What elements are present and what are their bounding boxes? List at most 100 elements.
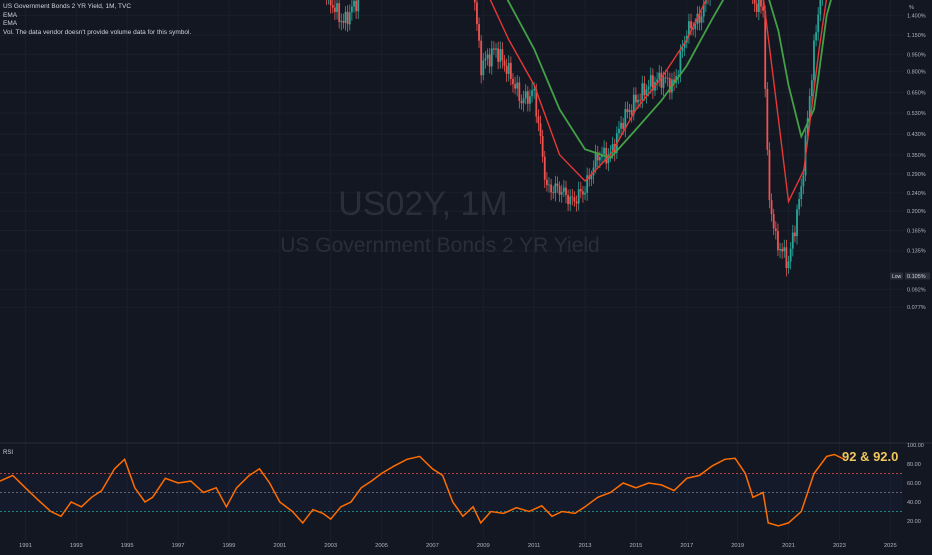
candle-body-360 xyxy=(760,0,762,7)
candle-body-382 xyxy=(806,118,809,136)
price-tick-24: 0.077% xyxy=(907,305,926,311)
candle-body-229 xyxy=(482,60,485,76)
price-tick-19: 0.240% xyxy=(907,191,926,197)
watermark-symbol: US02Y, 1M xyxy=(338,185,507,223)
candle-body-284 xyxy=(598,157,601,161)
candle-body-230 xyxy=(484,58,487,61)
candle-body-305 xyxy=(643,83,646,96)
time-tick-1991: 1991 xyxy=(19,543,32,549)
candle-body-329 xyxy=(694,24,697,30)
candle-body-240 xyxy=(505,65,508,74)
candle-body-263 xyxy=(554,183,557,194)
candle-body-276 xyxy=(582,191,584,195)
legend-volume-note[interactable]: Vol. The data vendor doesn't provide vol… xyxy=(3,28,192,36)
candle-body-241 xyxy=(507,62,510,74)
candle-body-233 xyxy=(490,48,493,67)
time-tick-2013: 2013 xyxy=(579,543,592,549)
candle-body-368 xyxy=(777,231,779,251)
candle-body-303 xyxy=(639,99,642,101)
candle-body-235 xyxy=(495,48,497,50)
price-tick-22: 0.135% xyxy=(907,249,926,255)
candle-body-260 xyxy=(548,184,550,186)
candle-body-297 xyxy=(626,109,629,113)
candle-body-225 xyxy=(473,0,476,3)
candle-body-312 xyxy=(658,72,661,80)
candle-body-379 xyxy=(800,186,803,200)
candle-body-166 xyxy=(348,12,351,25)
candle-body-323 xyxy=(681,47,684,52)
low-value-text: 0.105% xyxy=(907,274,926,280)
candle-body-165 xyxy=(346,11,349,25)
candle-body-375 xyxy=(791,232,794,249)
candle-body-167 xyxy=(350,6,353,13)
candle-body-377 xyxy=(796,209,798,237)
candle-body-386 xyxy=(815,32,817,41)
candle-body-326 xyxy=(688,21,690,36)
candle-body-319 xyxy=(673,79,675,83)
candle-body-302 xyxy=(637,99,639,103)
price-tags: High9.332%Low0.105%5.130%4.722%4.525%4.3… xyxy=(890,272,930,280)
candle-body-273 xyxy=(575,201,578,204)
time-tick-2023: 2023 xyxy=(833,543,846,549)
price-tick-13: 0.800% xyxy=(907,70,926,76)
candle-body-231 xyxy=(486,54,489,59)
candle-body-271 xyxy=(571,196,574,198)
candle-body-321 xyxy=(677,75,680,77)
candle-body-293 xyxy=(618,128,620,134)
candle-body-365 xyxy=(770,200,773,215)
candle-body-317 xyxy=(668,78,671,93)
time-axis[interactable]: 1991 1993 1995 1997 1999 2001 2003 2005 2007 2009… xyxy=(19,543,897,549)
candle-body-232 xyxy=(488,54,491,67)
candle-body-372 xyxy=(785,247,788,269)
time-tick-2017: 2017 xyxy=(680,543,693,549)
candle-body-288 xyxy=(607,154,610,164)
candle-body-249 xyxy=(524,91,527,99)
candle-body-159 xyxy=(334,7,336,12)
candle-body-362 xyxy=(764,10,767,89)
price-axis[interactable]: 13.000%10.500%8.500%7.000%5.700%4.600%3.… xyxy=(907,0,929,311)
price-tick-14: 0.650% xyxy=(907,91,926,97)
rsi-tick-0: 100.00 xyxy=(907,443,924,449)
candle-body-266 xyxy=(560,191,563,195)
candle-body-314 xyxy=(662,77,665,88)
rsi-tick-2: 60.00 xyxy=(907,481,921,487)
candle-body-307 xyxy=(647,86,650,90)
candle-body-252 xyxy=(531,90,533,97)
candle-body-309 xyxy=(651,75,654,91)
candle-body-169 xyxy=(355,0,358,12)
candle-body-387 xyxy=(817,14,820,33)
candle-body-160 xyxy=(336,3,338,12)
candle-body-333 xyxy=(702,3,705,17)
time-tick-2021: 2021 xyxy=(782,543,795,549)
candle-body-238 xyxy=(501,49,504,61)
candle-body-283 xyxy=(596,152,599,161)
time-tick-1997: 1997 xyxy=(172,543,185,549)
grid-lines xyxy=(0,0,903,540)
time-tick-2001: 2001 xyxy=(273,543,286,549)
candle-body-168 xyxy=(353,0,355,7)
candle-body-373 xyxy=(787,261,790,269)
price-tick-17: 0.350% xyxy=(907,153,926,159)
candle-body-361 xyxy=(762,6,764,11)
candle-body-253 xyxy=(533,89,536,91)
time-tick-2009: 2009 xyxy=(477,543,490,549)
candle-body-228 xyxy=(480,40,483,76)
time-tick-2019: 2019 xyxy=(731,543,744,549)
rsi-axis: 100.00 80.00 60.00 40.00 20.00 xyxy=(907,443,924,525)
candle-body-280 xyxy=(590,175,593,180)
rsi-annotation: 92 & 92.0 xyxy=(842,449,898,464)
time-tick-2025: 2025 xyxy=(884,543,897,549)
candle-body-275 xyxy=(579,189,582,192)
legend-ema-1[interactable]: EMA xyxy=(3,11,18,19)
candle-body-248 xyxy=(522,98,525,104)
legend-title[interactable]: US Government Bonds 2 YR Yield, 1M, TVC xyxy=(3,3,132,10)
candle-body-299 xyxy=(630,110,633,115)
candle-body-306 xyxy=(645,89,648,96)
candle-body-262 xyxy=(552,192,555,194)
legend-ema-2[interactable]: EMA xyxy=(3,20,18,28)
time-tick-2003: 2003 xyxy=(324,543,337,549)
candle-body-369 xyxy=(779,248,781,251)
candle-body-324 xyxy=(683,42,686,48)
